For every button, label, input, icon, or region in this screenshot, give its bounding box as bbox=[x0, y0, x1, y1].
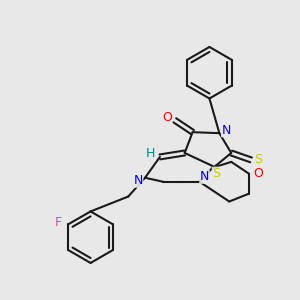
Text: O: O bbox=[162, 111, 172, 124]
Text: H: H bbox=[145, 148, 155, 160]
Text: S: S bbox=[212, 167, 220, 180]
Text: N: N bbox=[222, 124, 231, 137]
Text: O: O bbox=[253, 167, 263, 180]
Text: F: F bbox=[55, 216, 62, 229]
Text: N: N bbox=[200, 170, 209, 183]
Text: S: S bbox=[254, 153, 262, 167]
Text: N: N bbox=[134, 174, 143, 187]
